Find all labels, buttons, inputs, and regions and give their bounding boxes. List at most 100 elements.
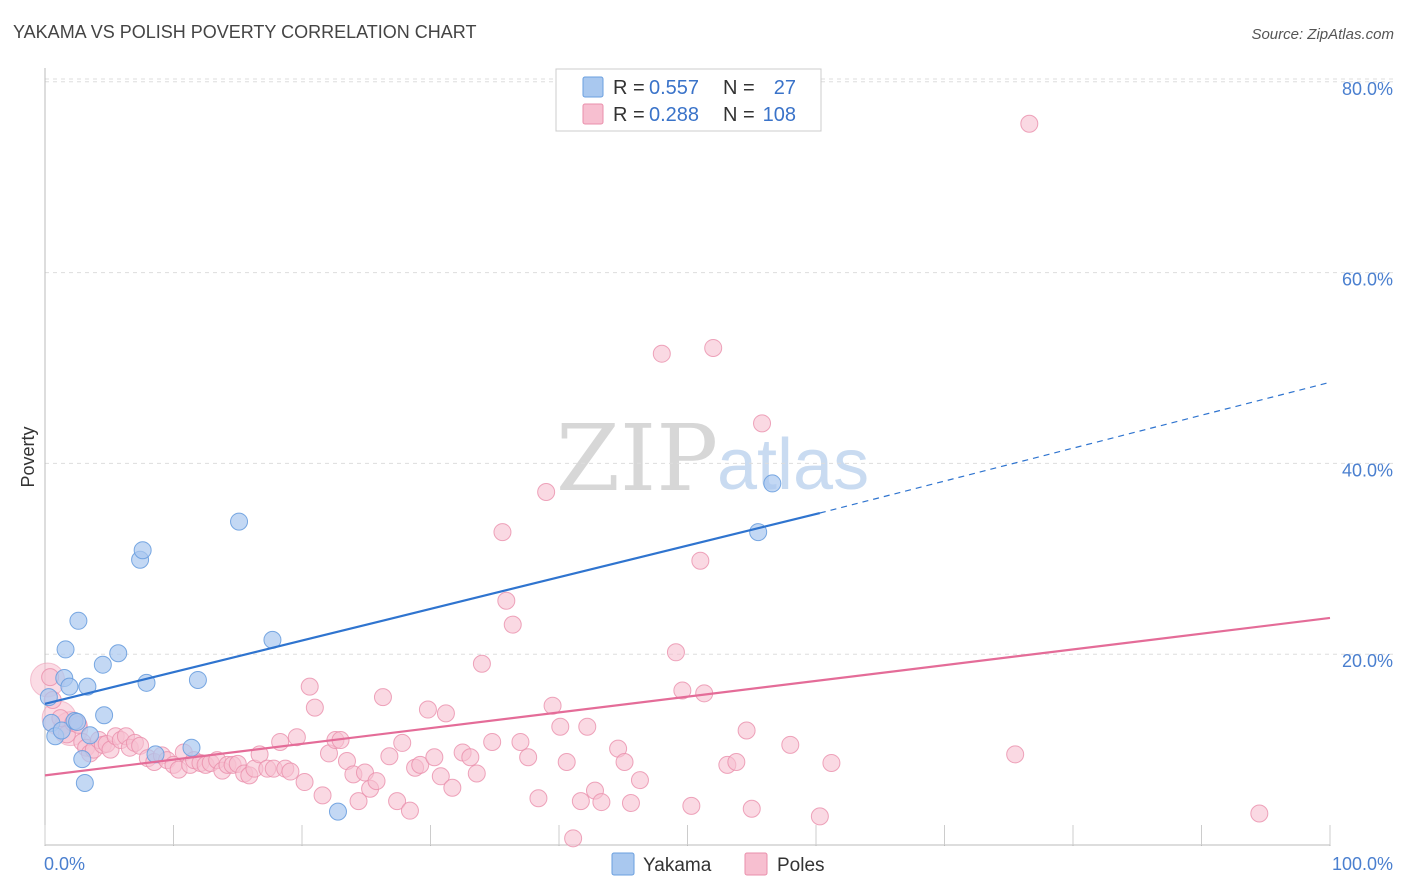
x-tick-label-max: 100.0% xyxy=(1332,854,1393,874)
yakama-point xyxy=(328,802,347,821)
y-tick-label-1: 40.0% xyxy=(1342,460,1393,480)
poles-point xyxy=(349,792,368,811)
poles-point xyxy=(467,764,486,783)
poles-point xyxy=(281,762,300,781)
series-legend: Yakama Poles xyxy=(611,852,825,876)
yakama-points xyxy=(39,474,782,821)
poles-point xyxy=(367,772,386,791)
yakama-trend-extension xyxy=(819,381,1331,514)
legend-r-label-1: R = xyxy=(613,77,645,99)
y-tick-labels: 20.0% 40.0% 60.0% 80.0% xyxy=(1342,79,1393,671)
trend-lines xyxy=(44,381,1331,777)
poles-point xyxy=(551,717,570,736)
legend-r-value-1: 0.557 xyxy=(649,77,699,99)
poles-point xyxy=(630,771,649,790)
yakama-point xyxy=(188,670,207,689)
poles-points xyxy=(30,114,1269,848)
poles-point xyxy=(537,483,556,502)
yakama-point xyxy=(230,512,249,531)
poles-point xyxy=(564,829,583,848)
stats-legend: R = 0.557 N = 27 R = 0.288 N = 108 xyxy=(555,68,822,132)
poles-point xyxy=(557,753,576,772)
poles-point xyxy=(742,799,761,818)
yakama-point xyxy=(69,611,88,630)
poles-point xyxy=(295,773,314,792)
poles-point xyxy=(400,801,419,820)
yakama-point xyxy=(52,721,71,740)
poles-point xyxy=(393,733,412,752)
yakama-point xyxy=(95,706,114,725)
poles-point xyxy=(1020,114,1039,133)
yakama-point xyxy=(80,726,99,745)
y-tick-label-0: 20.0% xyxy=(1342,651,1393,671)
poles-point xyxy=(461,748,480,767)
yakama-point xyxy=(133,541,152,560)
poles-point xyxy=(373,688,392,707)
poles-point xyxy=(666,643,685,662)
poles-point xyxy=(305,698,324,717)
poles-point xyxy=(483,732,502,751)
poles-point xyxy=(443,778,462,797)
poles-point xyxy=(652,344,671,363)
chart-title: YAKAMA VS POLISH POVERTY CORRELATION CHA… xyxy=(13,22,476,42)
yakama-point xyxy=(73,750,92,769)
watermark-atlas: atlas xyxy=(717,425,869,505)
poles-point xyxy=(781,735,800,754)
legend-swatch-poles xyxy=(582,103,604,125)
poles-point xyxy=(578,717,597,736)
legend-r-value-2: 0.288 xyxy=(649,104,699,126)
poles-point xyxy=(436,704,455,723)
yakama-point xyxy=(56,640,75,659)
y-tick-label-3: 80.0% xyxy=(1342,79,1393,99)
poles-point xyxy=(431,767,450,786)
poles-point xyxy=(519,748,538,767)
legend-n-value-1: 27 xyxy=(774,77,796,99)
yakama-point xyxy=(763,474,782,493)
poles-point xyxy=(388,792,407,811)
yakama-point xyxy=(182,738,201,757)
legend-swatch-yakama xyxy=(582,76,604,98)
y-tick-label-2: 60.0% xyxy=(1342,270,1393,290)
bottom-legend-label-yakama: Yakama xyxy=(643,855,712,876)
poles-trend-line xyxy=(44,616,1331,777)
poles-point xyxy=(425,748,444,767)
x-tick-label-min: 0.0% xyxy=(44,854,85,874)
watermark-zip: ZIP xyxy=(556,405,718,512)
yakama-point xyxy=(78,677,97,696)
legend-n-value-2: 108 xyxy=(763,104,796,126)
legend-n-label-2: N = xyxy=(723,104,755,126)
yakama-point xyxy=(75,773,94,792)
y-axis-label: Poverty xyxy=(18,426,38,487)
poles-point xyxy=(615,753,634,772)
poles-point xyxy=(529,789,548,808)
bottom-legend-swatch-poles xyxy=(744,852,768,876)
poles-point xyxy=(418,700,437,719)
poles-point xyxy=(300,677,319,696)
poles-point xyxy=(1006,745,1025,764)
yakama-trend-line xyxy=(44,511,821,705)
poles-point xyxy=(511,732,530,751)
source-credit: Source: ZipAtlas.com xyxy=(1251,26,1394,43)
yakama-point xyxy=(93,655,112,674)
poles-point xyxy=(727,753,746,772)
poles-point xyxy=(571,792,590,811)
poles-point xyxy=(621,794,640,813)
bottom-legend-label-poles: Poles xyxy=(777,855,825,876)
poles-point xyxy=(810,807,829,826)
poles-point xyxy=(493,523,512,542)
poles-point xyxy=(822,753,841,772)
poles-point xyxy=(1250,804,1269,823)
poles-point xyxy=(411,755,430,774)
legend-r-label-2: R = xyxy=(613,104,645,126)
yakama-point xyxy=(109,644,128,663)
poles-point xyxy=(472,654,491,673)
legend-n-label-1: N = xyxy=(723,77,755,99)
bottom-legend-swatch-yakama xyxy=(611,852,635,876)
poles-point xyxy=(592,793,611,812)
poles-point xyxy=(313,786,332,805)
poles-point xyxy=(753,414,772,433)
yakama-point xyxy=(60,677,79,696)
poles-point xyxy=(682,796,701,815)
poles-point xyxy=(737,721,756,740)
